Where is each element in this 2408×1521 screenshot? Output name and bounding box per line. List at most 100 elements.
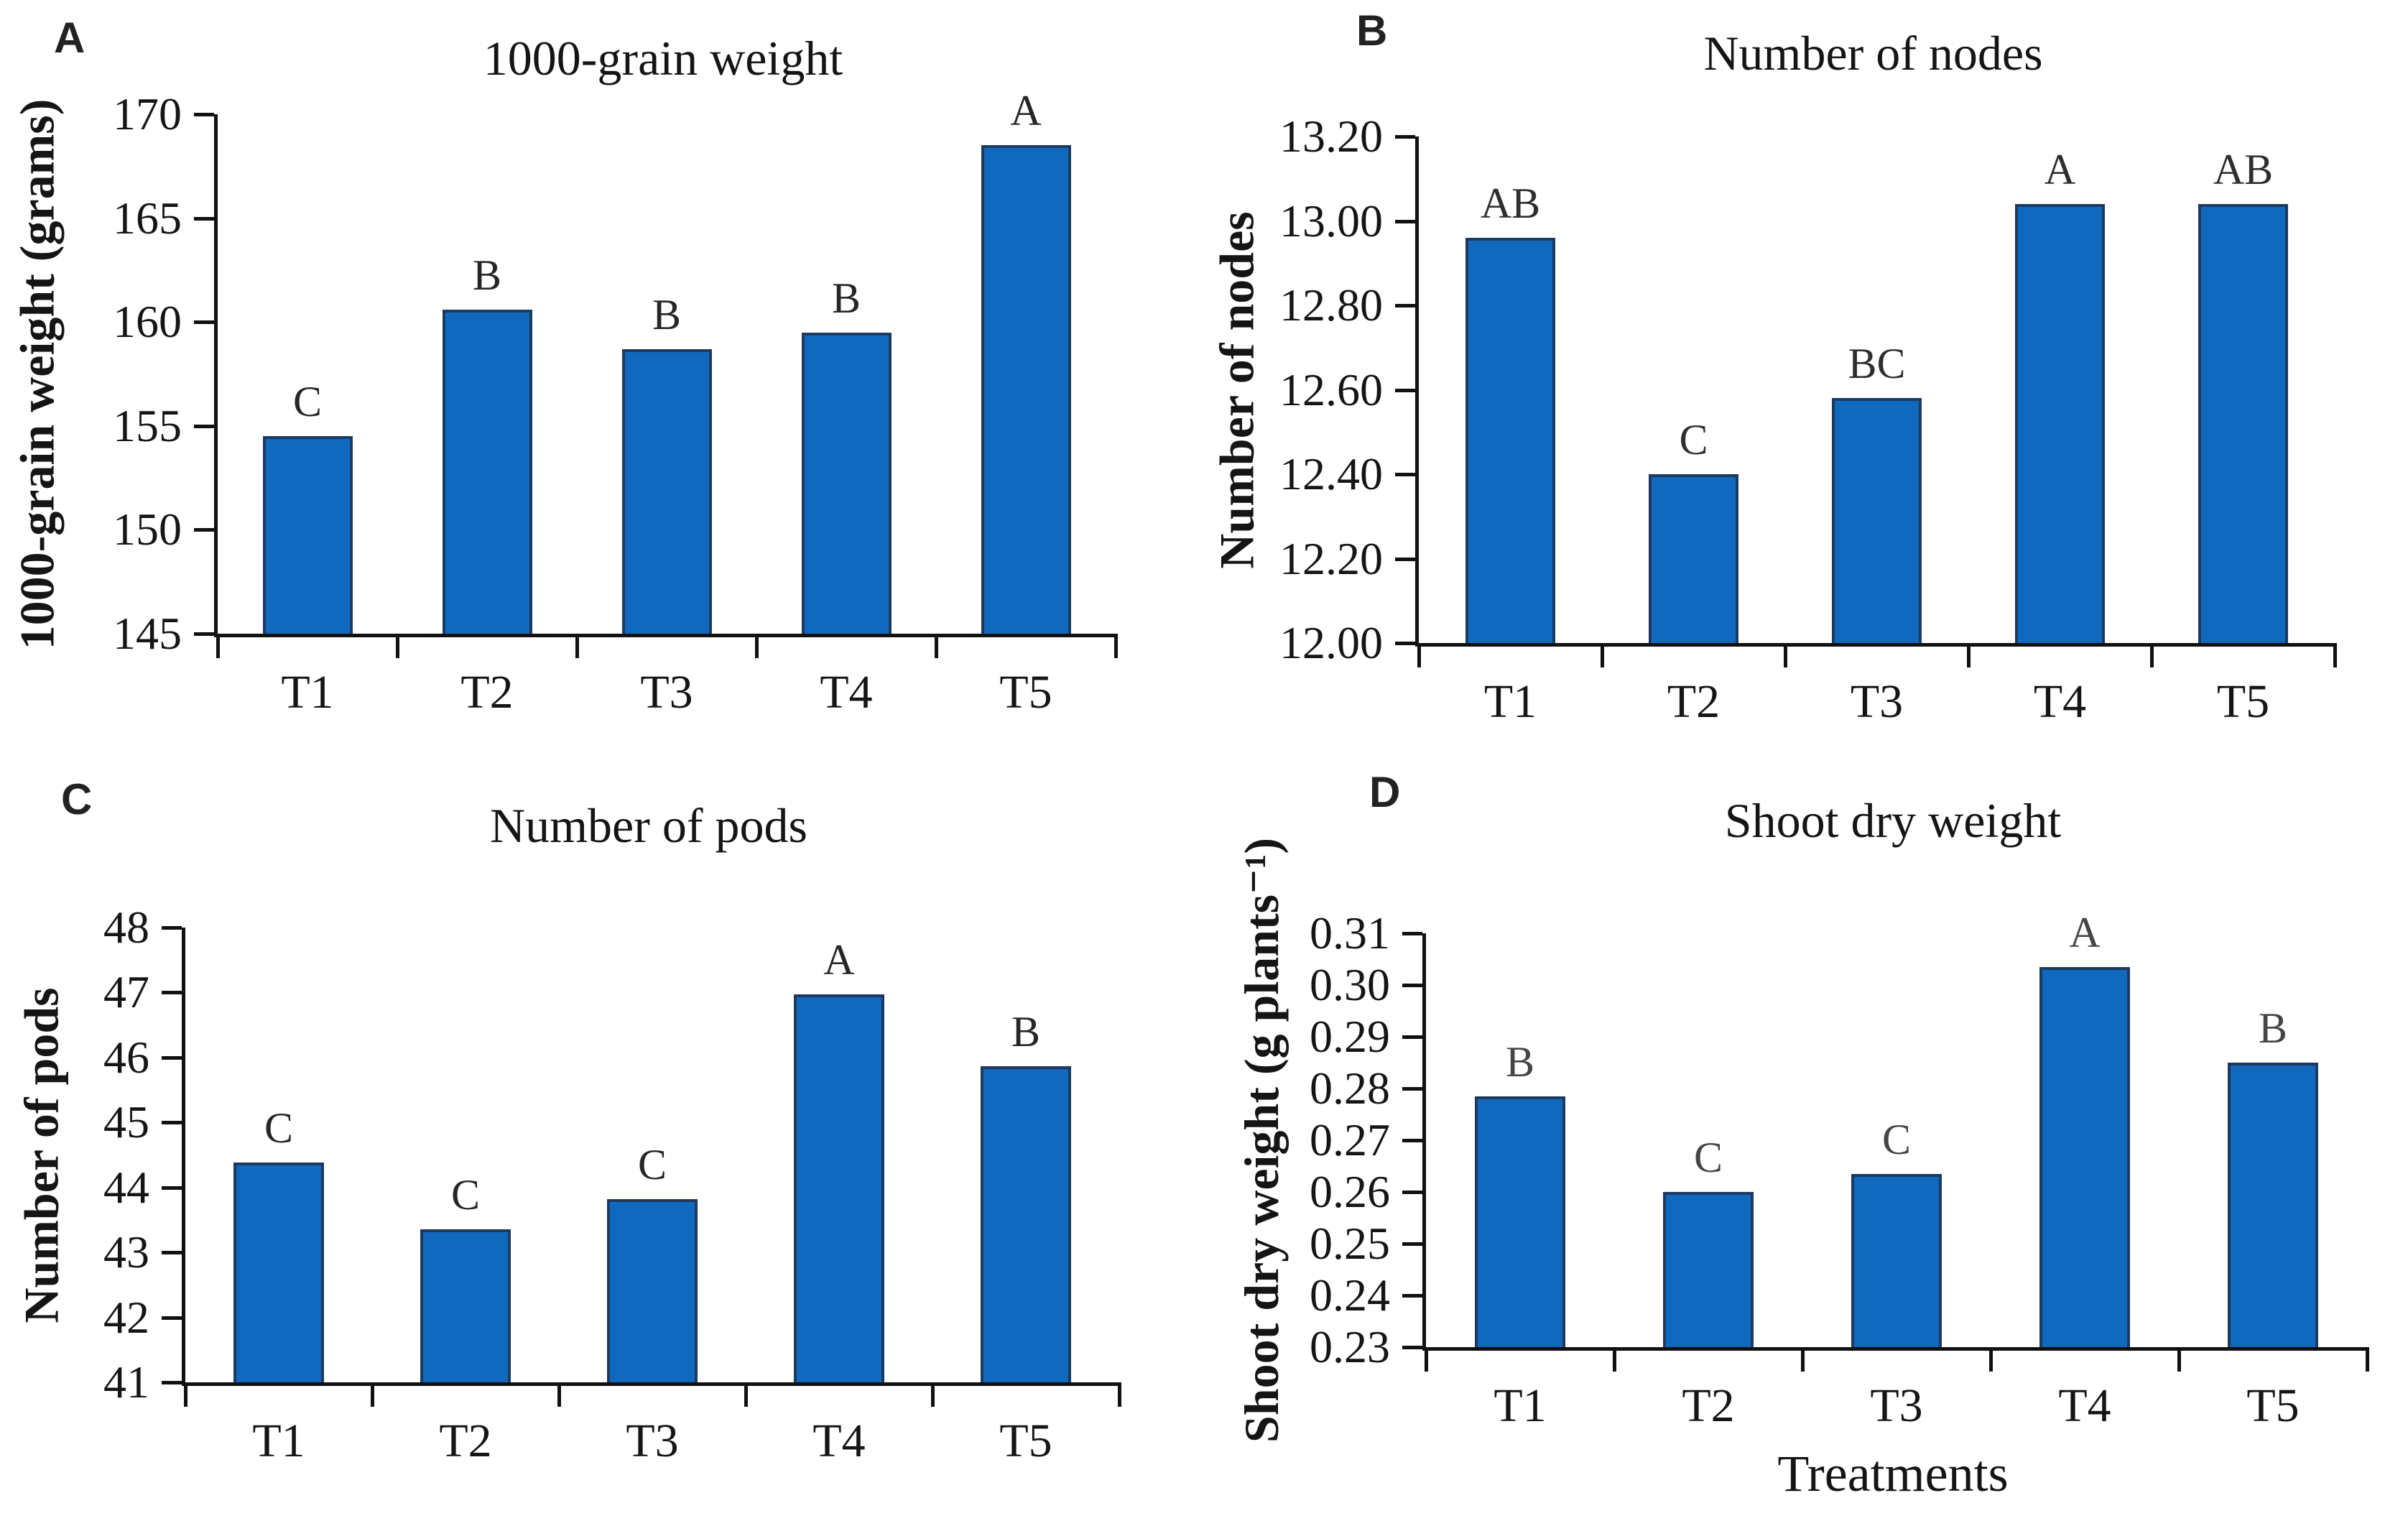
- bar: [981, 145, 1071, 634]
- significance-letter: A: [823, 936, 855, 984]
- panel-letter-d: D: [1369, 768, 1401, 816]
- x-axis-tick: [396, 634, 399, 658]
- y-tick-label: 42: [103, 1291, 149, 1343]
- y-axis-tick: [1395, 219, 1415, 223]
- bar: [233, 1162, 324, 1382]
- x-axis-tick: [1613, 1347, 1616, 1372]
- x-axis-tick: [2333, 643, 2337, 667]
- x-axis-title-treatments: Treatments: [1777, 1445, 2009, 1502]
- x-axis-tick: [216, 634, 220, 658]
- bar: [801, 333, 892, 634]
- y-tick-label: 0.24: [1310, 1270, 1390, 1321]
- bar: [2228, 1063, 2318, 1347]
- plot-area-a: 145 150 155 160 165 170 C T1 B T2 B T3 B T4 A T5: [113, 87, 1118, 718]
- significance-letter: B: [652, 291, 682, 338]
- y-tick-label: 46: [103, 1031, 149, 1083]
- y-tick-label: 12.40: [1279, 448, 1383, 499]
- y-tick-label: 48: [103, 902, 149, 953]
- y-axis-tick: [1402, 932, 1422, 935]
- y-tick-label: 0.23: [1310, 1321, 1390, 1372]
- bar: [2039, 967, 2130, 1347]
- y-tick-label: 45: [103, 1096, 149, 1148]
- y-tick-label: 150: [113, 504, 182, 555]
- y-tick-label: 155: [113, 399, 182, 451]
- chart-title-a: 1000-grain weight: [483, 31, 843, 85]
- x-axis-tick: [1118, 1382, 1121, 1407]
- significance-letter: A: [2044, 146, 2076, 193]
- significance-letter: C: [1679, 416, 1708, 463]
- x-tick-label: T1: [1494, 1379, 1547, 1432]
- y-tick-label: 0.27: [1310, 1114, 1390, 1165]
- y-tick-label: 12.60: [1279, 364, 1383, 415]
- significance-letter: BC: [1848, 340, 1906, 387]
- y-axis-tick: [1402, 1139, 1422, 1142]
- plot-area-c: 41 42 43 44 45 46 47 48 C T1 C T2 C T3 A T4 B T5: [103, 902, 1121, 1467]
- y-tick-label: 41: [103, 1356, 149, 1407]
- y-axis-tick: [1395, 135, 1415, 139]
- y-tick-label: 47: [103, 966, 149, 1018]
- y-axis-tick: [194, 424, 214, 428]
- significance-letter: B: [2258, 1004, 2288, 1052]
- x-axis-tick: [2177, 1347, 2181, 1372]
- bar: [621, 349, 712, 634]
- x-axis-tick: [1601, 643, 1604, 667]
- panel-c-number-of-pods: C Number of pods Number of pods 41 42 43 44…: [0, 760, 1204, 1521]
- significance-letter: C: [1693, 1134, 1723, 1181]
- bar: [1663, 1192, 1754, 1347]
- significance-letter: C: [450, 1171, 481, 1219]
- x-axis-tick: [2366, 1347, 2369, 1372]
- x-tick-label: T2: [460, 666, 514, 718]
- y-axis-tick: [194, 528, 214, 532]
- bar: [2198, 204, 2288, 643]
- significance-letter: C: [1881, 1116, 1912, 1163]
- y-axis-label-a: 1000-grain weight (grams): [9, 98, 65, 649]
- y-axis-tick: [162, 1055, 182, 1060]
- bar: [794, 994, 884, 1382]
- y-axis-tick: [1402, 1242, 1422, 1246]
- y-axis-tick: [162, 991, 182, 995]
- bar: [981, 1066, 1071, 1382]
- y-tick-label: 44: [103, 1161, 149, 1213]
- y-axis-tick: [162, 1381, 182, 1384]
- panel-d-shoot-dry-weight: D Shoot dry weight Shoot dry weight (g p…: [1204, 760, 2408, 1521]
- x-axis-tick: [184, 1382, 187, 1407]
- x-axis-tick: [1425, 1347, 1428, 1372]
- x-axis-tick: [1801, 1347, 1805, 1372]
- significance-letter: A: [2069, 909, 2101, 956]
- y-axis-tick: [1402, 1294, 1422, 1298]
- chart-title-b: Number of nodes: [1703, 26, 2043, 80]
- y-axis-tick: [1395, 557, 1415, 561]
- y-axis-tick: [1395, 388, 1415, 392]
- y-axis-tick: [1402, 1035, 1422, 1039]
- x-axis-tick: [371, 1382, 374, 1407]
- plot-area-b: 12.00 12.20 12.40 12.60 12.80 13.00 13.20 AB T1 C…: [1279, 111, 2337, 728]
- y-tick-label: 43: [103, 1226, 149, 1278]
- y-axis-tick: [194, 320, 214, 325]
- x-tick-label: T4: [820, 666, 873, 718]
- x-tick-label: T4: [812, 1415, 866, 1467]
- bar: [1475, 1096, 1565, 1347]
- y-axis-tick: [162, 926, 182, 930]
- y-tick-label: 12.20: [1279, 532, 1383, 584]
- bar: [262, 436, 353, 634]
- bar: [1649, 474, 1738, 643]
- y-tick-label: 12.00: [1279, 617, 1383, 668]
- significance-letter: A: [1010, 87, 1042, 134]
- y-tick-label: 160: [113, 296, 182, 348]
- x-axis-tick: [557, 1382, 561, 1407]
- bar: [1851, 1174, 1942, 1347]
- x-tick-label: T5: [999, 666, 1052, 718]
- y-axis-tick: [162, 1121, 182, 1125]
- y-axis-tick: [1402, 984, 1422, 987]
- x-tick-label: T5: [2216, 675, 2270, 728]
- x-tick-label: T1: [281, 666, 334, 718]
- x-tick-label: T4: [2033, 675, 2087, 728]
- x-axis-tick: [755, 634, 759, 658]
- significance-letter: AB: [2213, 146, 2274, 193]
- y-tick-label: 0.29: [1310, 1011, 1390, 1062]
- x-tick-label: T5: [2246, 1379, 2300, 1432]
- y-axis-tick: [1395, 473, 1415, 476]
- x-tick-label: T4: [2058, 1379, 2111, 1432]
- panel-letter-c: C: [61, 775, 93, 823]
- panel-b-number-of-nodes: B Number of nodes Number of nodes 12.00 1…: [1204, 0, 2408, 760]
